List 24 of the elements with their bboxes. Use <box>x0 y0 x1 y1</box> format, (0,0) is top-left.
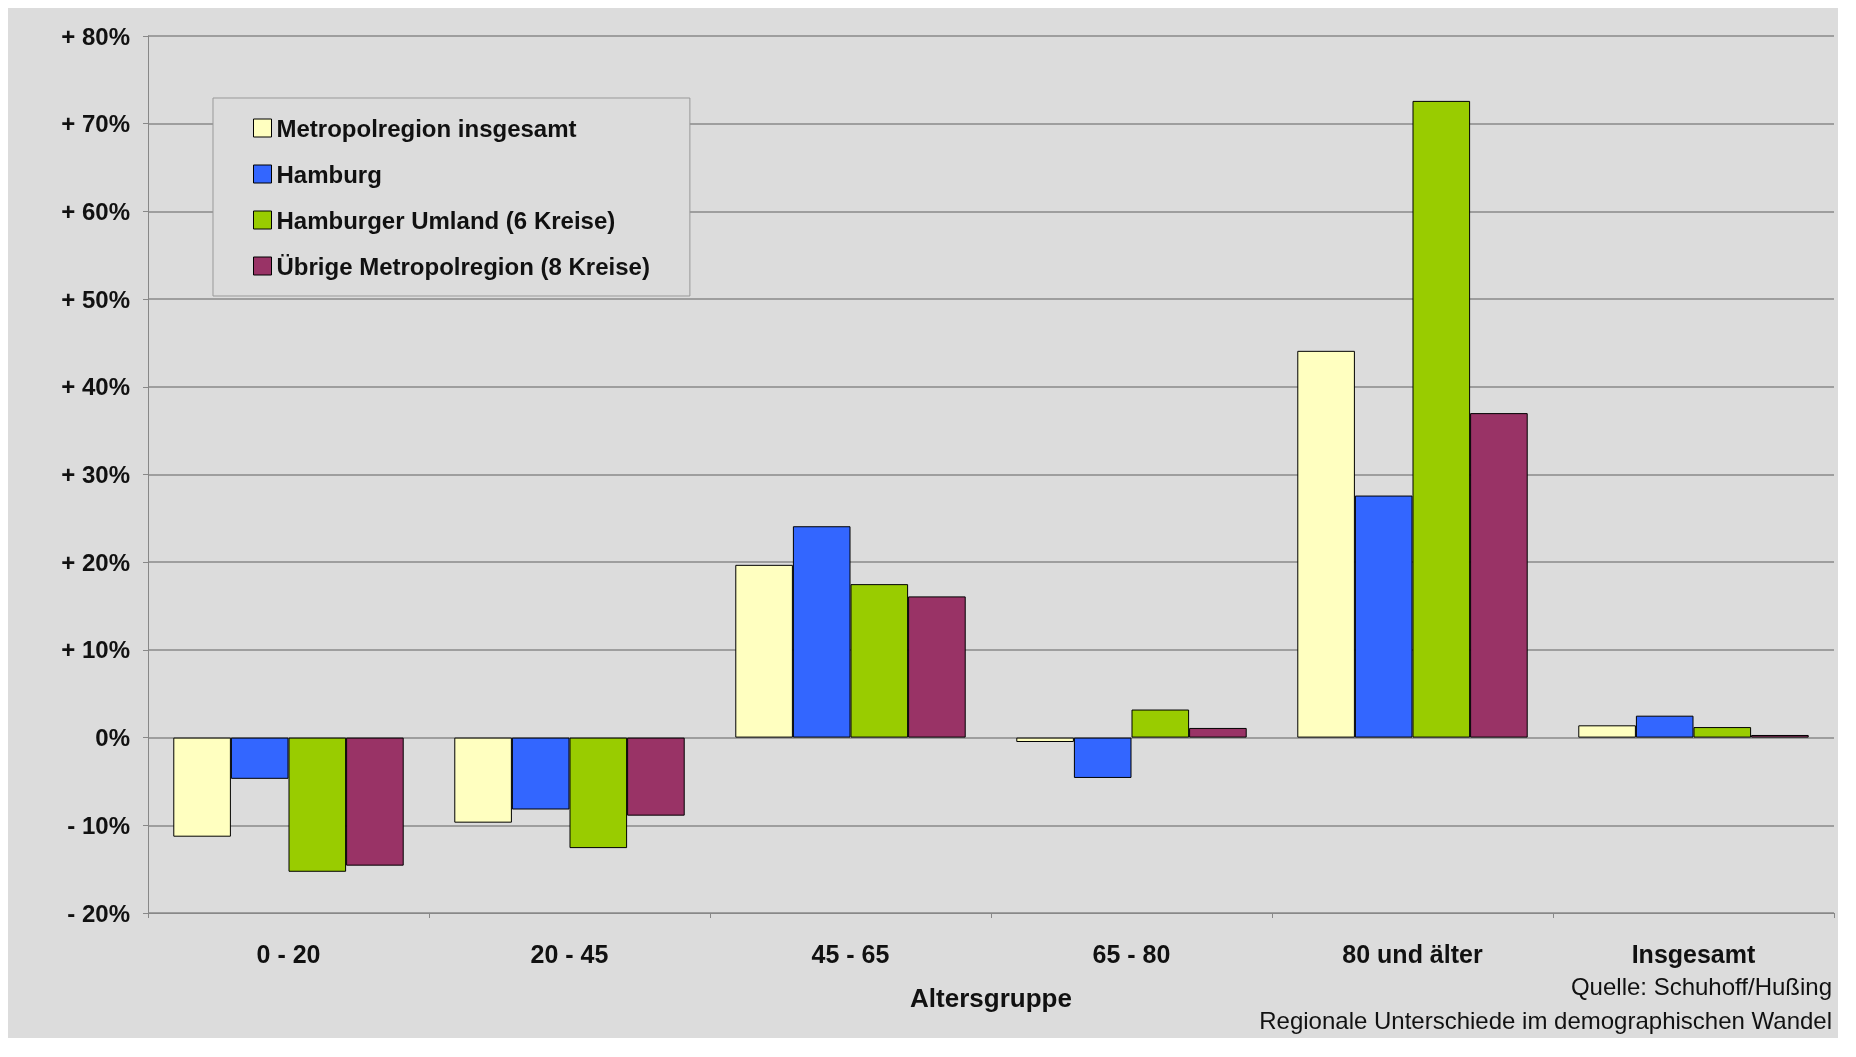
legend-label: Übrige Metropolregion (8 Kreise) <box>276 252 650 280</box>
x-tick-label: 45 - 65 <box>811 939 890 968</box>
x-tick-label: 20 - 45 <box>530 939 609 968</box>
x-tick-label: 65 - 80 <box>1092 939 1171 968</box>
y-tick-label: + 20% <box>61 548 130 576</box>
x-tick-label: 0 - 20 <box>256 939 321 968</box>
x-tick-label: Insgesamt <box>1631 939 1756 968</box>
y-tick-label: + 10% <box>61 636 130 664</box>
text: Regionale Unterschiede im demographischen Wandel <box>1259 1006 1832 1034</box>
legend-label: Hamburger Umland (6 Kreise) <box>276 206 616 234</box>
x-axis-title: Altersgruppe <box>910 983 1072 1013</box>
y-tick-label: 0% <box>95 724 130 752</box>
y-tick-label: - 20% <box>67 899 130 927</box>
y-tick-label: + 40% <box>61 373 130 401</box>
x-tick-label: 80 und älter <box>1342 939 1483 968</box>
y-tick-label: + 30% <box>61 461 130 488</box>
source-note: Quelle: Schuhoff/Hußing <box>1570 972 1832 1000</box>
y-tick-label: + 50% <box>61 285 130 313</box>
y-tick-label: + 60% <box>61 197 130 225</box>
y-tick-label: + 80% <box>61 22 130 50</box>
y-tick-label: - 10% <box>67 811 130 839</box>
y-tick-label: + 70% <box>61 110 130 138</box>
legend-label: Metropolregion insgesamt <box>276 114 577 142</box>
legend-label: Hamburg <box>276 160 382 188</box>
